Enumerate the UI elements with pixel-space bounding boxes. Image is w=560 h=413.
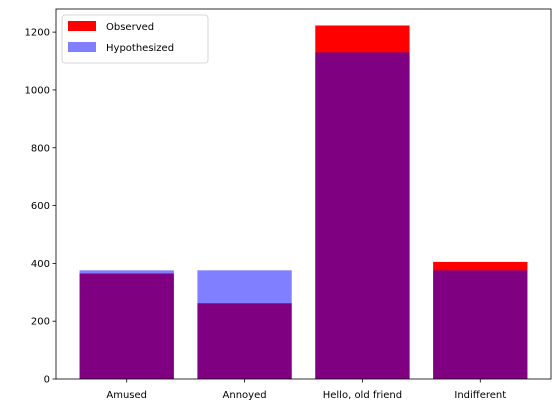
y-tick-label: 1200	[25, 28, 50, 39]
legend-swatch-hypothesized	[68, 42, 96, 52]
y-tick-label: 800	[31, 143, 50, 154]
y-tick-label: 600	[31, 201, 50, 212]
x-tick-label: Hello, old friend	[323, 390, 402, 401]
y-tick-label: 0	[44, 375, 50, 386]
x-tick-label: Annoyed	[223, 390, 267, 401]
y-axis: 0 200 400 600 800 1000 1200	[25, 28, 56, 386]
y-tick-label: 1000	[25, 85, 50, 96]
y-tick-label: 400	[31, 259, 50, 270]
x-axis: Amused Annoyed Hello, old friend Indifferen…	[106, 379, 506, 401]
y-tick-label: 200	[31, 317, 50, 328]
bar-hypothesized	[197, 270, 292, 379]
legend-swatch-observed	[68, 21, 96, 31]
bar-hypothesized	[315, 52, 410, 379]
x-tick-label: Amused	[106, 390, 147, 401]
bar-hypothesized	[79, 270, 174, 379]
legend-frame	[61, 14, 209, 64]
legend: Observed Hypothesized	[61, 14, 209, 64]
x-tick-label: Indifferent	[454, 390, 506, 401]
plot-frame	[55, 8, 552, 380]
legend-label-hypothesized: Hypothesized	[106, 43, 174, 54]
hypothesized-bars	[79, 52, 528, 379]
bar-hypothesized	[433, 270, 528, 379]
legend-label-observed: Observed	[106, 22, 154, 33]
